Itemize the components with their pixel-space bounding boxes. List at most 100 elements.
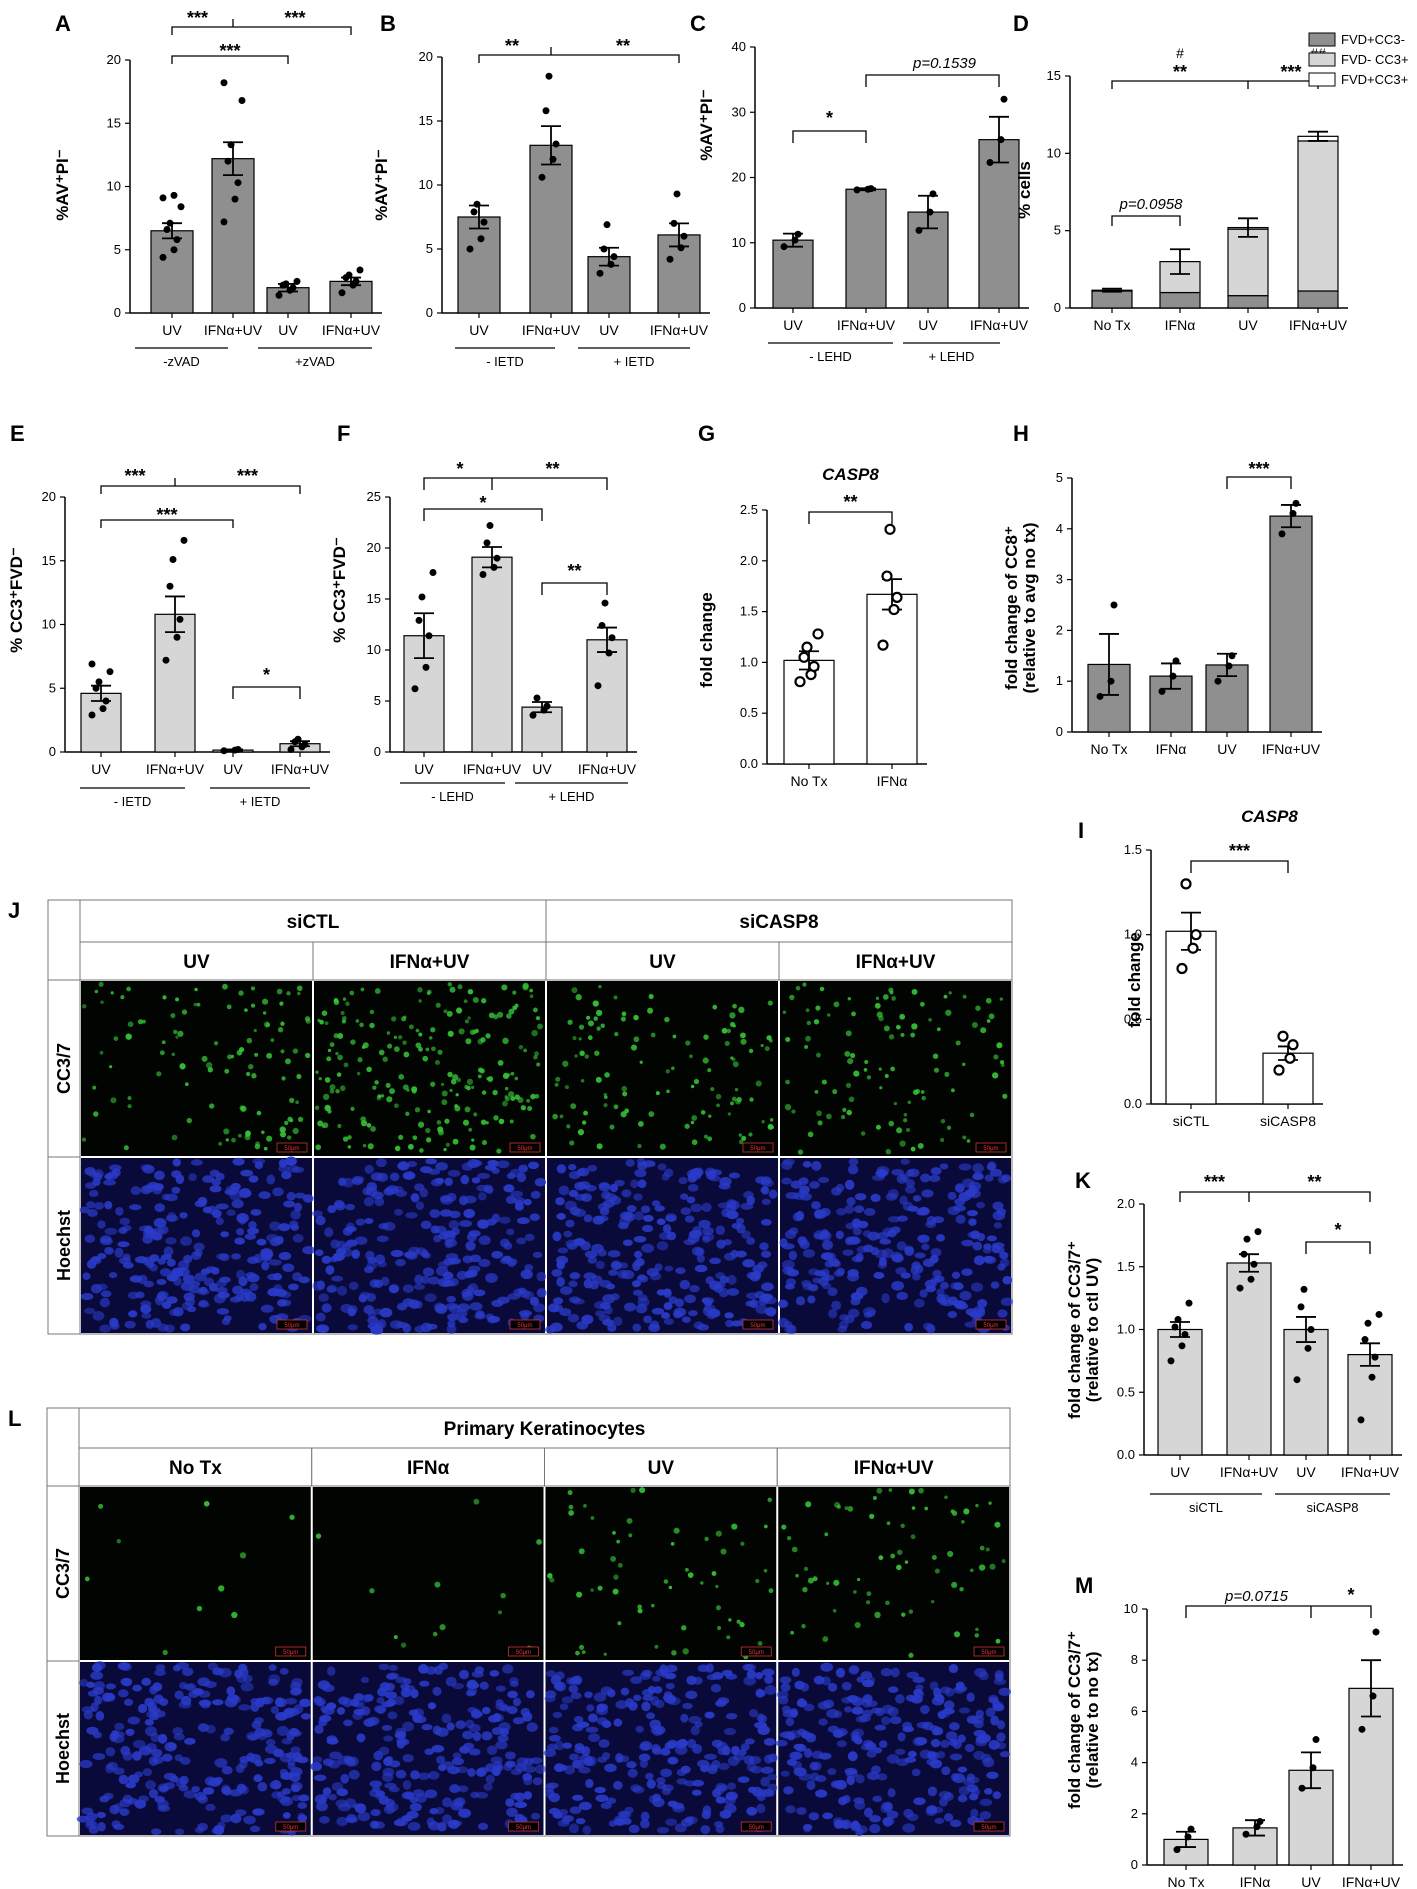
y-tick-label: 0 — [426, 305, 433, 320]
nucleus — [709, 1257, 721, 1265]
x-tick-label: UV — [599, 322, 619, 338]
cell-signal — [844, 1506, 849, 1510]
nucleus — [414, 1183, 425, 1192]
nucleus — [582, 1825, 592, 1835]
cell-signal — [394, 1145, 401, 1152]
cell-signal — [988, 1013, 995, 1020]
nucleus — [569, 1823, 579, 1834]
y-tick-label: 1 — [1056, 673, 1063, 688]
cell-signal — [443, 1147, 447, 1152]
nucleus — [544, 1695, 556, 1703]
nucleus — [105, 1747, 116, 1757]
sig-label: *** — [284, 8, 305, 28]
sig-label: *** — [187, 8, 208, 28]
nucleus — [395, 1769, 407, 1779]
nucleus — [573, 1237, 586, 1247]
nucleus — [274, 1697, 284, 1708]
data-point — [605, 649, 613, 657]
cell-signal — [125, 1033, 132, 1040]
nucleus — [663, 1288, 672, 1298]
cell-signal — [98, 981, 104, 987]
data-point — [170, 246, 178, 254]
nucleus — [153, 1217, 167, 1228]
nucleus — [96, 1283, 108, 1291]
cell-signal — [436, 1120, 442, 1125]
cell-signal — [254, 1052, 259, 1057]
nucleus — [86, 1201, 96, 1209]
nucleus — [726, 1288, 740, 1296]
nucleus — [917, 1206, 930, 1216]
nucleus — [702, 1232, 715, 1242]
nucleus — [639, 1759, 649, 1768]
nucleus — [975, 1735, 988, 1744]
nucleus — [488, 1161, 499, 1169]
nucleus — [761, 1198, 771, 1205]
nucleus — [689, 1285, 700, 1293]
nucleus — [665, 1682, 675, 1690]
nucleus — [692, 1779, 705, 1787]
cell-signal — [845, 1030, 852, 1037]
nucleus — [903, 1808, 914, 1818]
nucleus — [757, 1261, 768, 1269]
cell-signal — [412, 1135, 418, 1141]
nucleus — [833, 1819, 844, 1829]
cell-signal — [324, 1104, 331, 1112]
cell-signal — [407, 1143, 414, 1150]
nucleus — [891, 1168, 905, 1176]
nucleus — [347, 1324, 358, 1331]
nucleus — [340, 1773, 350, 1784]
nucleus — [936, 1294, 946, 1304]
group-label: + IETD — [240, 794, 281, 809]
cell-signal — [610, 1555, 617, 1562]
nucleus — [972, 1241, 983, 1251]
nucleus — [119, 1799, 132, 1808]
nucleus — [887, 1788, 896, 1798]
cell-signal — [297, 1116, 304, 1123]
data-point — [159, 253, 167, 261]
nucleus — [129, 1204, 142, 1211]
data-point — [1247, 1275, 1255, 1283]
cell-signal — [464, 1084, 469, 1090]
nucleus — [855, 1774, 865, 1784]
cell-signal — [748, 1132, 753, 1137]
nucleus — [477, 1192, 487, 1201]
cell-signal — [579, 1050, 585, 1057]
nucleus — [290, 1209, 301, 1220]
nucleus — [523, 1198, 532, 1206]
nucleus — [557, 1247, 569, 1254]
nucleus — [576, 1321, 589, 1330]
nucleus — [631, 1280, 641, 1288]
cell-signal — [904, 1560, 909, 1564]
nucleus — [761, 1186, 770, 1195]
cell-signal — [443, 1009, 448, 1014]
cell-signal — [422, 1055, 429, 1062]
nucleus — [808, 1812, 820, 1821]
nucleus — [598, 1739, 610, 1748]
nucleus — [932, 1269, 942, 1278]
data-point — [479, 571, 487, 579]
nucleus — [990, 1715, 1000, 1726]
nucleus — [947, 1191, 957, 1200]
nucleus — [788, 1250, 798, 1261]
legend-swatch — [1308, 72, 1336, 87]
sig-bracket — [423, 508, 543, 521]
cell-signal — [621, 1085, 628, 1092]
nucleus — [291, 1794, 302, 1802]
nucleus — [746, 1806, 758, 1816]
nucleus — [300, 1713, 311, 1720]
cell-signal — [581, 1120, 587, 1125]
cell-signal — [248, 1064, 254, 1070]
nucleus — [571, 1759, 582, 1769]
nucleus — [104, 1246, 114, 1255]
nucleus — [268, 1259, 282, 1266]
nucleus — [495, 1740, 508, 1750]
cell-signal — [393, 1635, 398, 1640]
data-point — [1185, 1299, 1193, 1307]
nucleus — [656, 1241, 669, 1251]
nucleus — [446, 1295, 456, 1303]
nucleus — [880, 1668, 893, 1677]
data-point — [1110, 601, 1118, 609]
nucleus — [103, 1792, 114, 1800]
data-point — [352, 277, 360, 285]
